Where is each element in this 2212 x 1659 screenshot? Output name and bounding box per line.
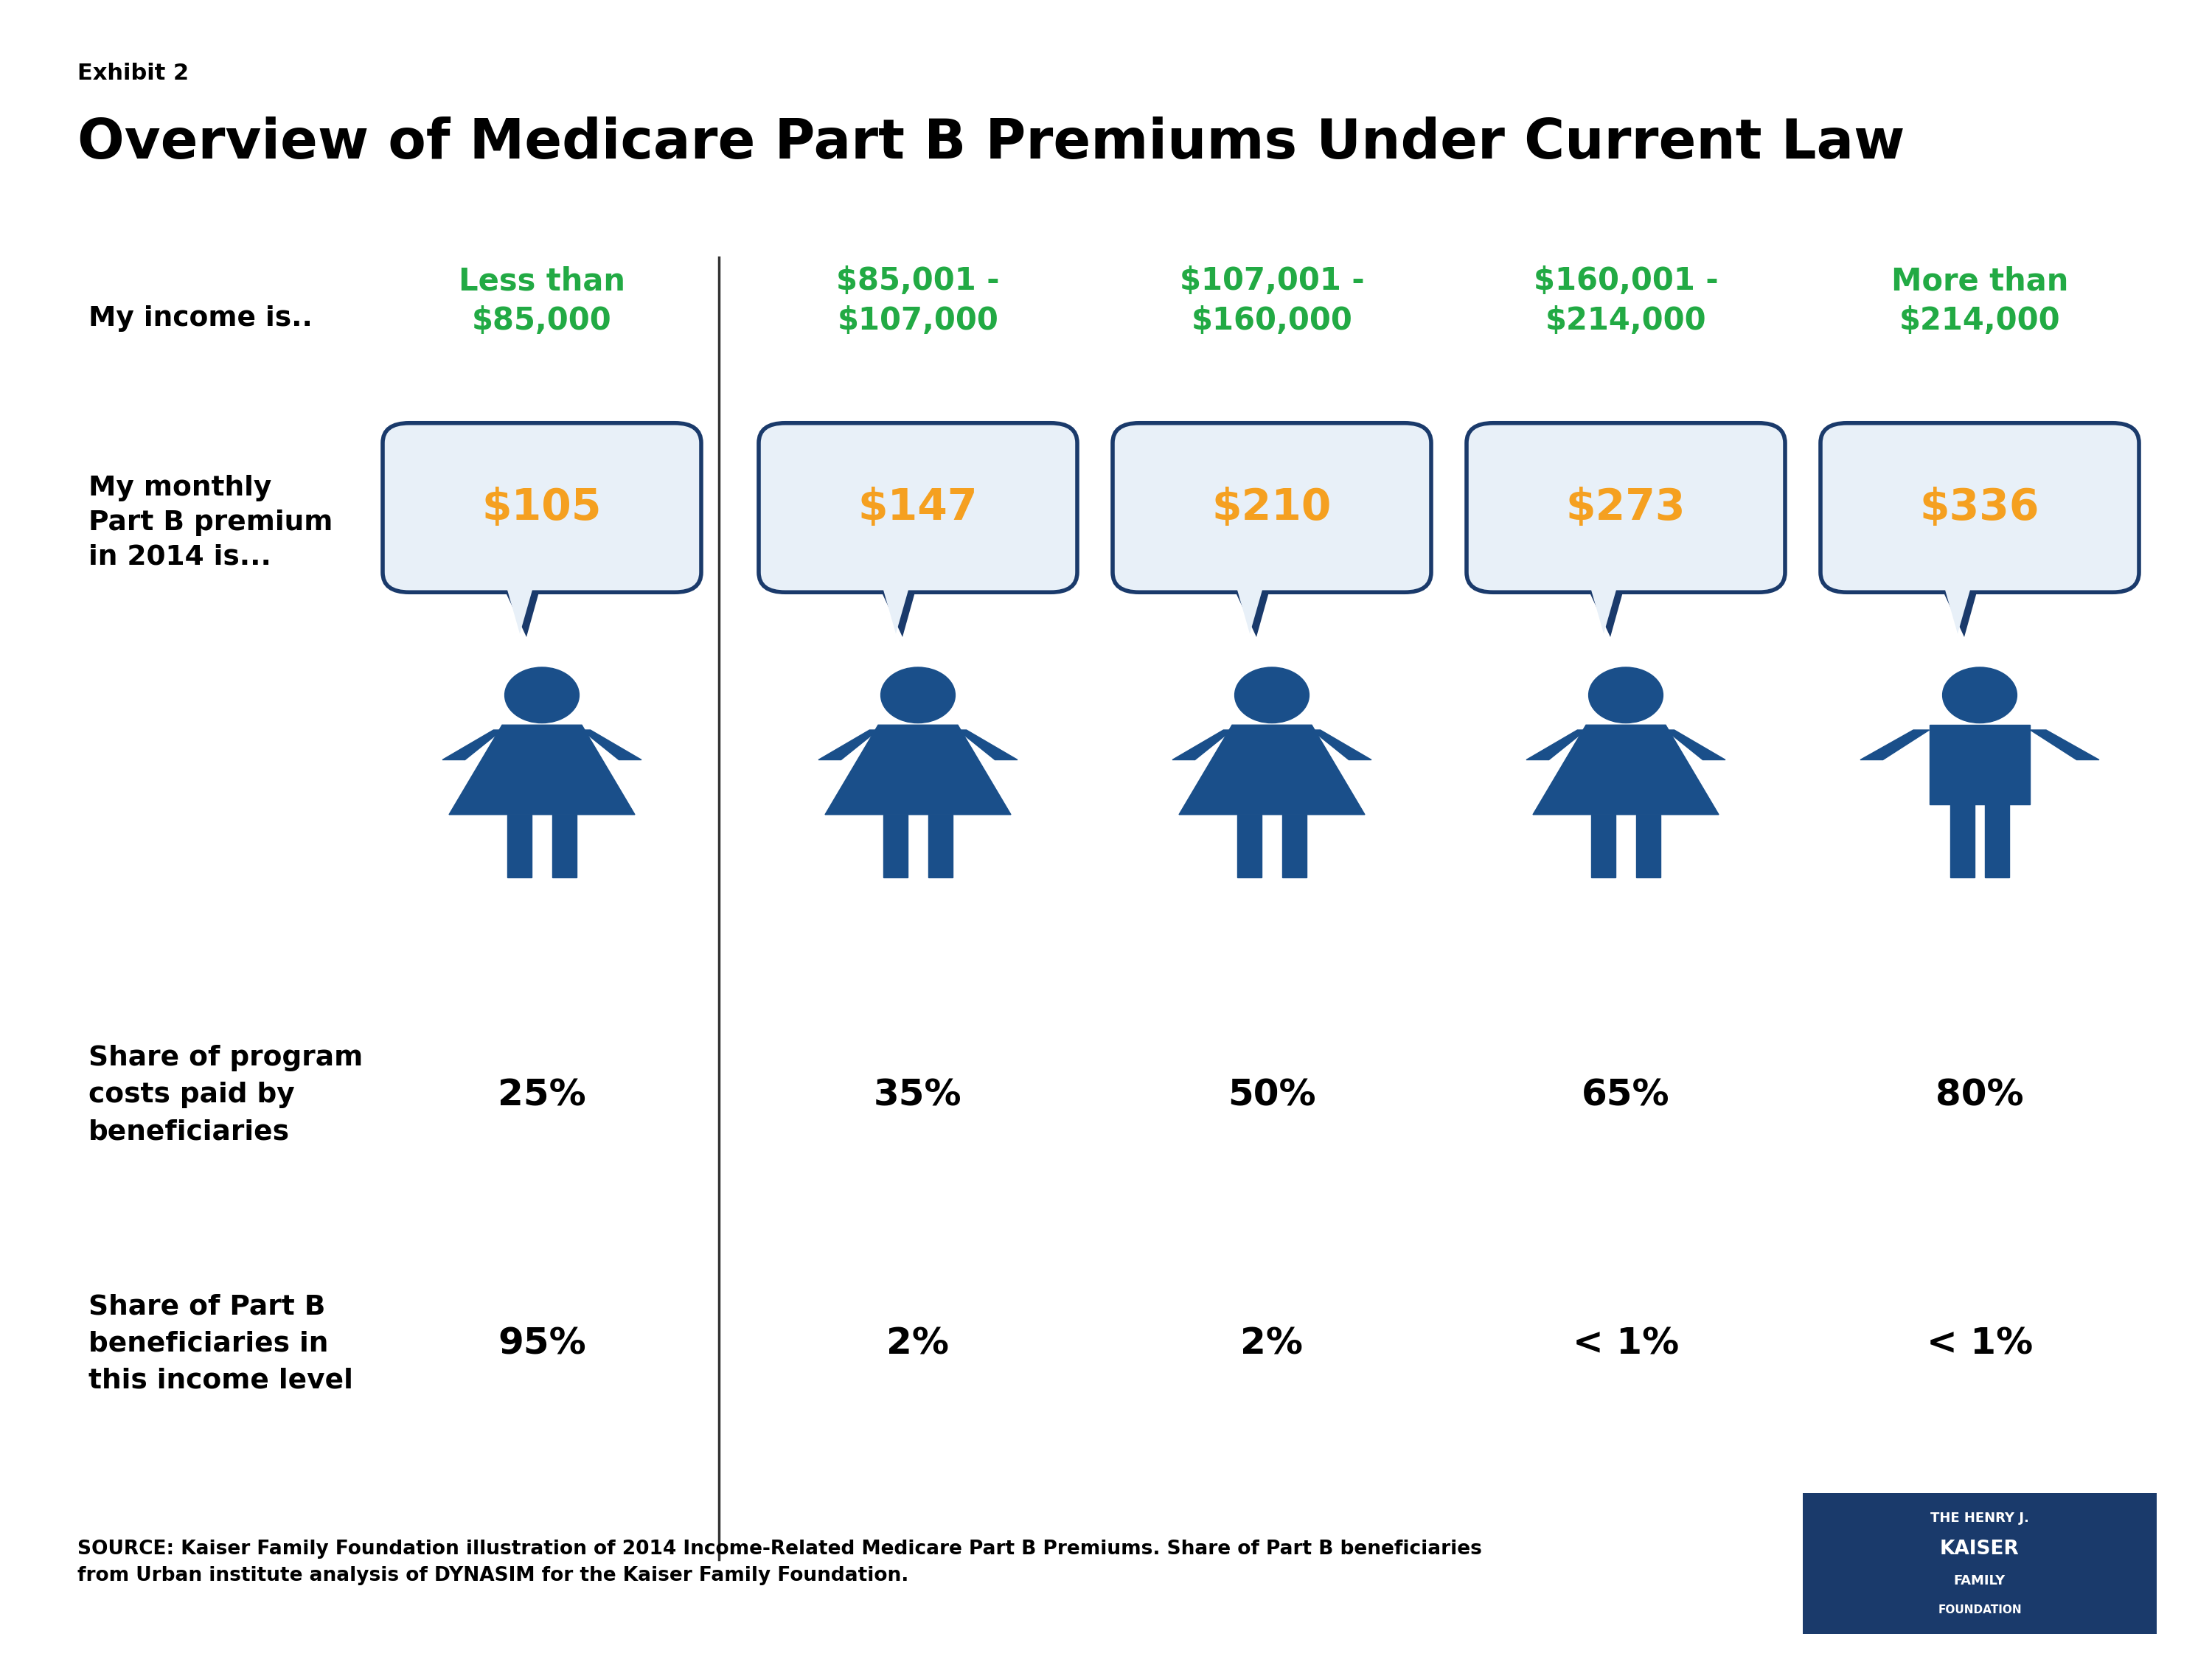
- Polygon shape: [1666, 730, 1725, 760]
- Polygon shape: [1577, 566, 1630, 637]
- FancyBboxPatch shape: [1467, 423, 1785, 592]
- Text: 2%: 2%: [887, 1326, 949, 1362]
- Polygon shape: [818, 730, 878, 760]
- Polygon shape: [929, 815, 953, 878]
- Polygon shape: [1860, 730, 1929, 760]
- Polygon shape: [449, 725, 635, 815]
- Polygon shape: [1179, 725, 1365, 815]
- Polygon shape: [1929, 725, 2031, 805]
- Polygon shape: [553, 815, 577, 878]
- FancyBboxPatch shape: [759, 423, 1077, 592]
- Polygon shape: [1230, 564, 1270, 634]
- Text: $273: $273: [1566, 486, 1686, 529]
- Polygon shape: [825, 725, 1011, 815]
- Polygon shape: [958, 730, 1018, 760]
- Polygon shape: [1526, 730, 1586, 760]
- Polygon shape: [1283, 815, 1307, 878]
- Text: $107,001 -
$160,000: $107,001 - $160,000: [1179, 265, 1365, 335]
- Circle shape: [1234, 667, 1310, 723]
- Text: 80%: 80%: [1935, 1077, 2024, 1113]
- Text: THE HENRY J.: THE HENRY J.: [1931, 1511, 2028, 1525]
- Polygon shape: [883, 815, 907, 878]
- FancyBboxPatch shape: [1498, 511, 1754, 576]
- Polygon shape: [1584, 564, 1624, 634]
- Text: Share of program
costs paid by
beneficiaries: Share of program costs paid by beneficia…: [88, 1045, 363, 1145]
- FancyBboxPatch shape: [1851, 511, 2108, 576]
- Text: $105: $105: [482, 486, 602, 529]
- FancyBboxPatch shape: [1144, 511, 1400, 576]
- Circle shape: [504, 667, 580, 723]
- FancyBboxPatch shape: [1113, 423, 1431, 592]
- Text: Overview of Medicare Part B Premiums Under Current Law: Overview of Medicare Part B Premiums Und…: [77, 116, 1905, 169]
- Polygon shape: [869, 566, 922, 637]
- Polygon shape: [1938, 564, 1978, 634]
- Text: SOURCE: Kaiser Family Foundation illustration of 2014 Income-Related Medicare Pa: SOURCE: Kaiser Family Foundation illustr…: [77, 1540, 1482, 1586]
- Circle shape: [1942, 667, 2017, 723]
- FancyBboxPatch shape: [383, 423, 701, 592]
- Text: FOUNDATION: FOUNDATION: [1938, 1604, 2022, 1616]
- Polygon shape: [493, 566, 546, 637]
- Polygon shape: [1984, 805, 2008, 878]
- Text: 95%: 95%: [498, 1326, 586, 1362]
- Polygon shape: [500, 564, 540, 634]
- Polygon shape: [1223, 566, 1276, 637]
- Text: $336: $336: [1920, 486, 2039, 529]
- FancyBboxPatch shape: [414, 511, 670, 576]
- FancyBboxPatch shape: [1803, 1493, 2157, 1634]
- Text: < 1%: < 1%: [1573, 1326, 1679, 1362]
- Text: $160,001 -
$214,000: $160,001 - $214,000: [1533, 265, 1719, 335]
- FancyBboxPatch shape: [790, 511, 1046, 576]
- Text: < 1%: < 1%: [1927, 1326, 2033, 1362]
- Text: 35%: 35%: [874, 1077, 962, 1113]
- Polygon shape: [1590, 815, 1615, 878]
- Text: 25%: 25%: [498, 1077, 586, 1113]
- Polygon shape: [1312, 730, 1371, 760]
- Text: 65%: 65%: [1582, 1077, 1670, 1113]
- Text: $85,001 -
$107,000: $85,001 - $107,000: [836, 265, 1000, 335]
- Text: Exhibit 2: Exhibit 2: [77, 63, 188, 85]
- Polygon shape: [1533, 725, 1719, 815]
- Text: Share of Part B
beneficiaries in
this income level: Share of Part B beneficiaries in this in…: [88, 1294, 354, 1394]
- Text: $147: $147: [858, 486, 978, 529]
- Polygon shape: [582, 730, 641, 760]
- Polygon shape: [1237, 815, 1261, 878]
- FancyBboxPatch shape: [1820, 423, 2139, 592]
- Text: More than
$214,000: More than $214,000: [1891, 265, 2068, 335]
- Circle shape: [1588, 667, 1663, 723]
- Polygon shape: [442, 730, 502, 760]
- Polygon shape: [2031, 730, 2099, 760]
- Polygon shape: [1172, 730, 1232, 760]
- Polygon shape: [1951, 805, 1975, 878]
- Text: Less than
$85,000: Less than $85,000: [458, 265, 626, 335]
- Text: My income is..: My income is..: [88, 305, 312, 332]
- Polygon shape: [1931, 566, 1984, 637]
- Polygon shape: [507, 815, 531, 878]
- Text: $210: $210: [1212, 486, 1332, 529]
- Text: KAISER: KAISER: [1940, 1540, 2020, 1559]
- Polygon shape: [876, 564, 916, 634]
- Polygon shape: [1637, 815, 1661, 878]
- Circle shape: [880, 667, 956, 723]
- Text: 2%: 2%: [1241, 1326, 1303, 1362]
- Text: My monthly
Part B premium
in 2014 is...: My monthly Part B premium in 2014 is...: [88, 474, 332, 571]
- Text: 50%: 50%: [1228, 1077, 1316, 1113]
- Text: FAMILY: FAMILY: [1953, 1574, 2006, 1588]
